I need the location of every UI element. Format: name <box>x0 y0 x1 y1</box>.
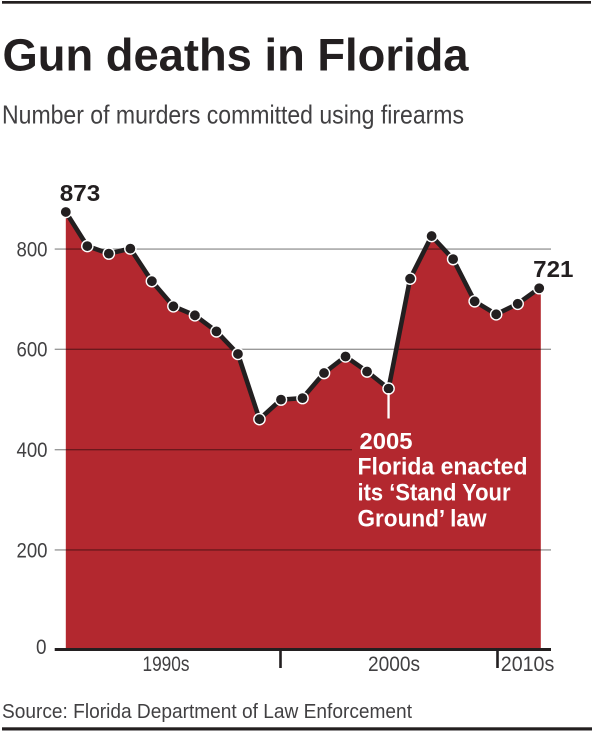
svg-text:2010s: 2010s <box>501 653 555 676</box>
svg-text:Florida enacted: Florida enacted <box>358 453 528 480</box>
svg-text:2000s: 2000s <box>368 653 420 676</box>
svg-text:Ground’ law: Ground’ law <box>358 506 487 533</box>
svg-text:400: 400 <box>17 438 48 462</box>
svg-text:873: 873 <box>60 180 101 206</box>
svg-text:Gun deaths in Florida: Gun deaths in Florida <box>3 30 470 81</box>
svg-text:800: 800 <box>17 237 48 261</box>
svg-text:its ‘Stand Your: its ‘Stand Your <box>358 480 511 507</box>
svg-text:600: 600 <box>17 338 48 362</box>
svg-text:2005: 2005 <box>360 428 413 454</box>
svg-text:721: 721 <box>533 256 573 282</box>
svg-text:1990s: 1990s <box>143 653 190 676</box>
svg-text:Source: Florida Department of: Source: Florida Department of Law Enforc… <box>2 701 412 723</box>
svg-text:0: 0 <box>36 635 47 659</box>
svg-text:200: 200 <box>17 538 48 562</box>
svg-text:Number of murders committed us: Number of murders committed using firear… <box>2 100 464 130</box>
